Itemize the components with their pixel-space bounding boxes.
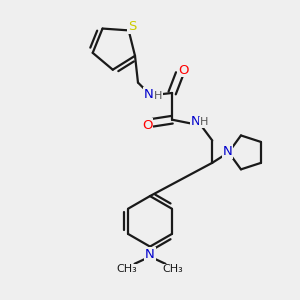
Text: N: N [145,248,155,261]
Text: O: O [178,64,188,76]
Text: CH₃: CH₃ [163,264,184,274]
Text: H: H [200,117,208,127]
Text: H: H [154,91,162,101]
Text: S: S [128,20,136,33]
Text: N: N [191,115,201,128]
Text: N: N [222,145,232,158]
Text: N: N [143,88,153,101]
Text: O: O [142,119,153,132]
Text: CH₃: CH₃ [116,264,137,274]
